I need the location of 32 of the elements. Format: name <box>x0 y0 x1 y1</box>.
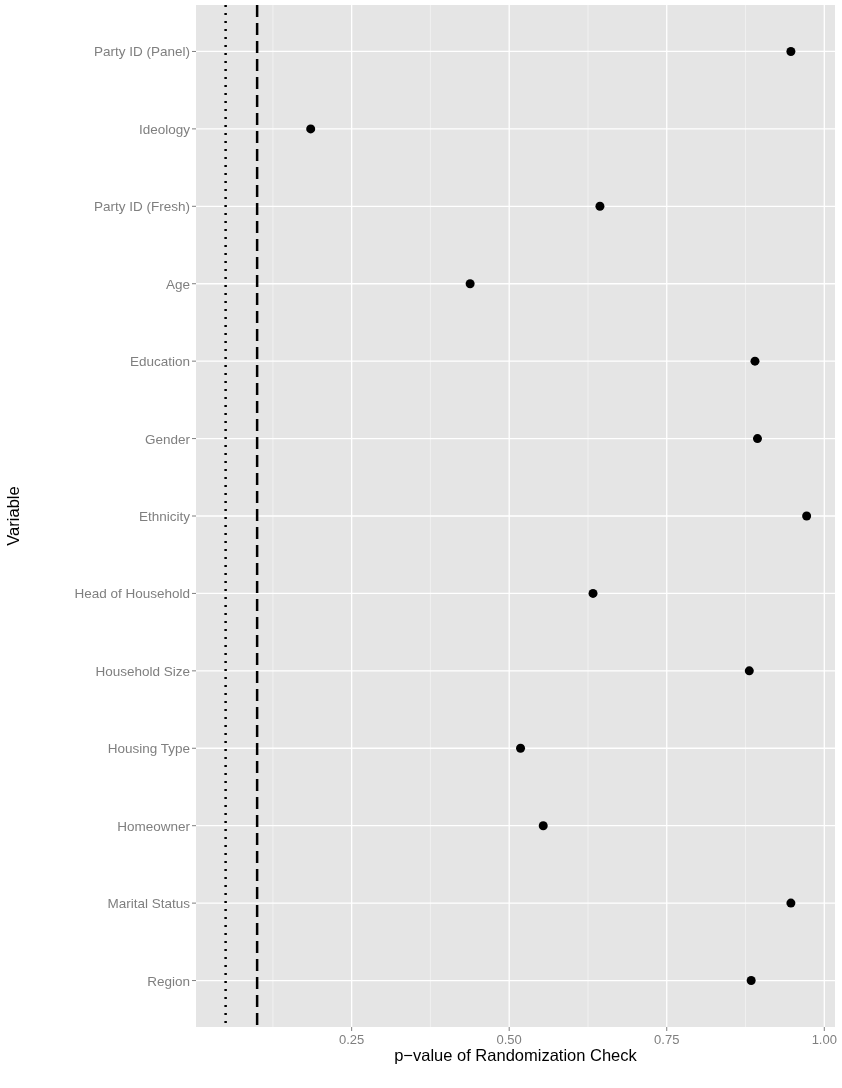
y-tick-label: Party ID (Fresh) <box>93 199 190 215</box>
y-tick-label: Education <box>129 354 190 370</box>
y-tick-label: Ideology <box>138 121 191 137</box>
point <box>744 666 754 676</box>
x-tick-label: 0.50 <box>496 1032 522 1047</box>
point <box>588 588 598 598</box>
point <box>746 976 756 986</box>
point <box>306 124 316 134</box>
y-tick-label: Party ID (Panel) <box>93 44 190 60</box>
point <box>802 511 812 521</box>
point <box>538 821 548 831</box>
y-tick-label: Gender <box>144 431 191 447</box>
x-tick-label: 0.75 <box>654 1032 680 1047</box>
y-axis-title: Variable <box>4 486 22 546</box>
y-tick-label: Homeowner <box>117 818 191 834</box>
point <box>516 743 526 753</box>
y-tick-label: Age <box>165 276 190 292</box>
point <box>786 46 796 56</box>
x-tick-label: 0.25 <box>339 1032 365 1047</box>
y-tick-label: Ethnicity <box>138 509 191 524</box>
point <box>465 279 475 289</box>
point <box>750 356 760 366</box>
y-tick-label: Household Size <box>95 663 190 679</box>
y-tick-label: Marital Status <box>107 896 191 912</box>
point <box>595 201 605 211</box>
point <box>752 434 762 444</box>
x-tick-label: 1.00 <box>811 1032 837 1047</box>
x-axis-title: p−value of Randomization Check <box>394 1046 638 1064</box>
y-tick-label: Region <box>147 973 190 989</box>
y-tick-label: Housing Type <box>107 741 190 757</box>
point <box>786 898 796 908</box>
y-tick-label: Head of Household <box>74 586 190 602</box>
